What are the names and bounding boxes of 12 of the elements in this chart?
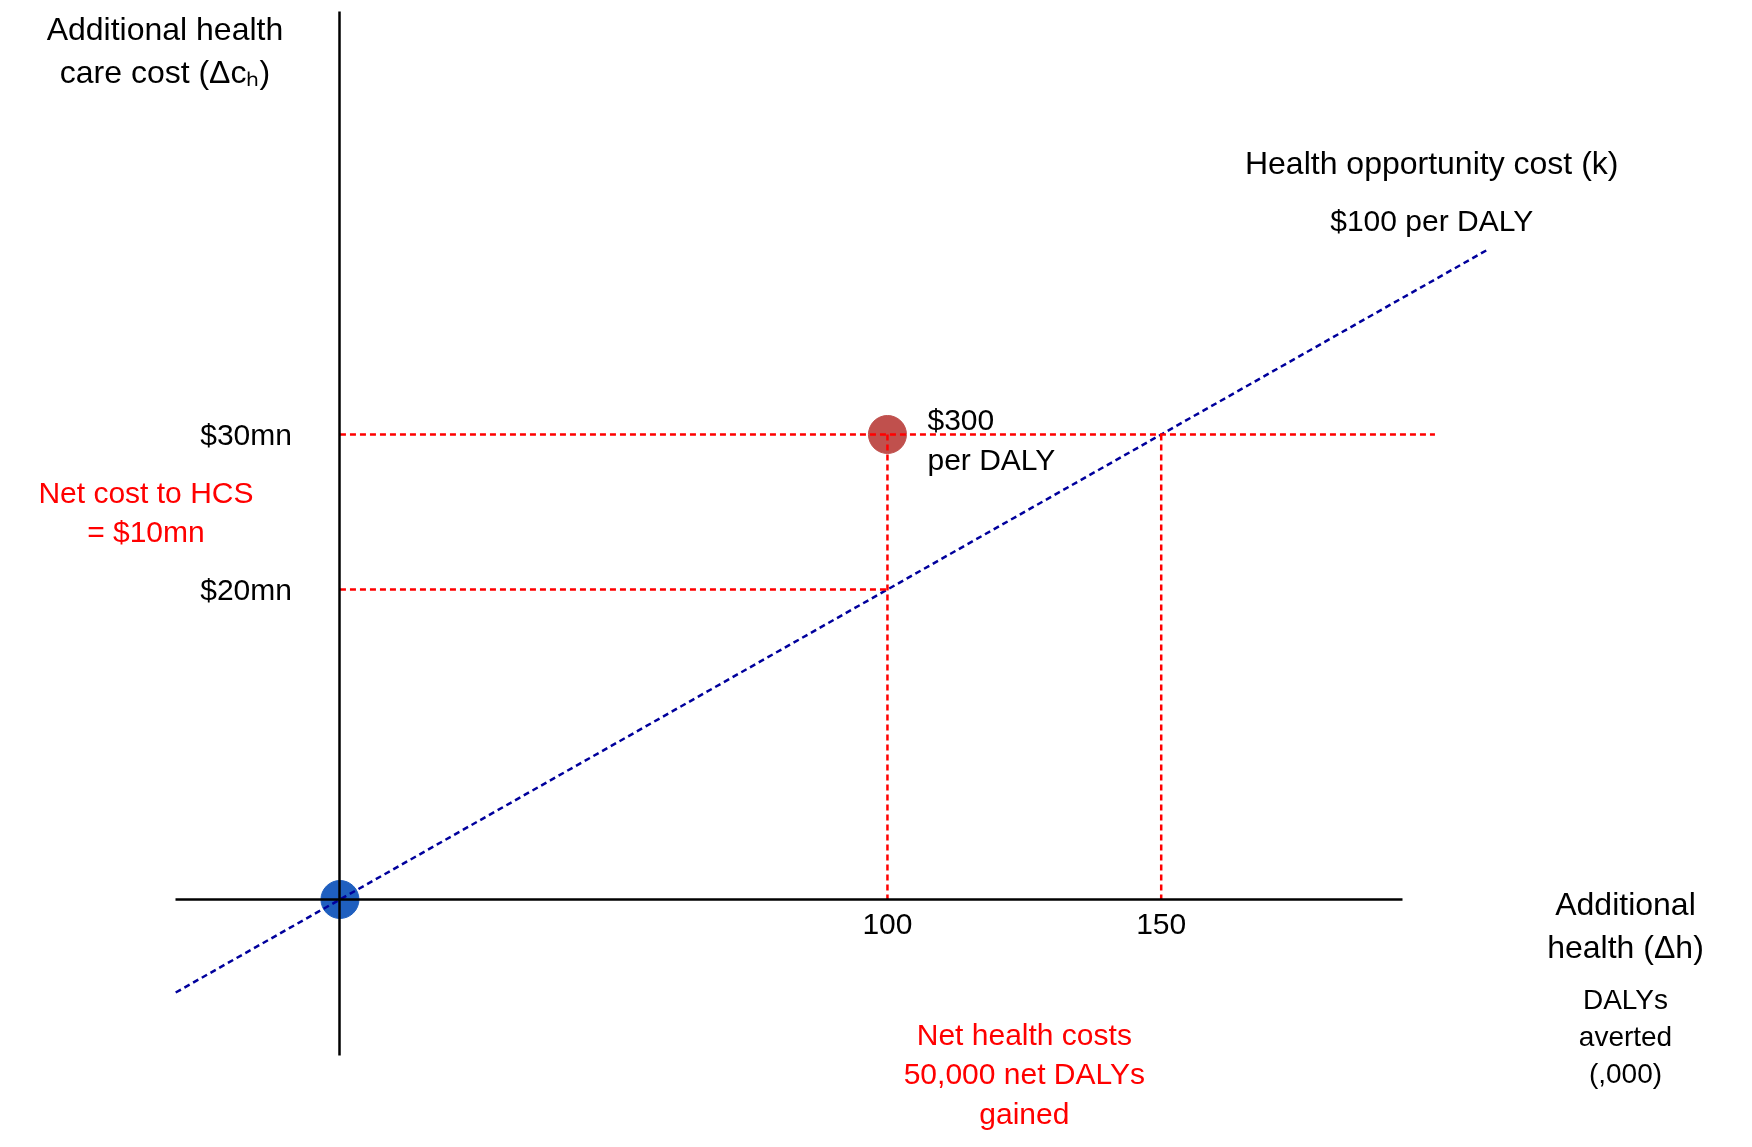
x-tick-label: 150	[1136, 906, 1187, 940]
annotation: $100 per DALY	[1330, 204, 1534, 237]
y-tick-label: $20mn	[200, 573, 292, 606]
annotation: Net health costs 50,000 net DALYs gained	[903, 1017, 1145, 1130]
y-tick-label: $30mn	[200, 418, 292, 451]
annotation: $300 per DALY	[927, 403, 1056, 476]
text: Health opportunity cost (k)	[1244, 144, 1619, 181]
annotation: DALYs averted (,000)	[1578, 983, 1673, 1089]
y-axis-title: Additional health care cost (Δcₕ)	[46, 10, 284, 90]
annotation: Net cost to HCS = $10mn	[38, 475, 254, 549]
x-axis-title: Additional health (Δh)	[1547, 885, 1704, 965]
x-tick-label: 100	[862, 906, 913, 940]
